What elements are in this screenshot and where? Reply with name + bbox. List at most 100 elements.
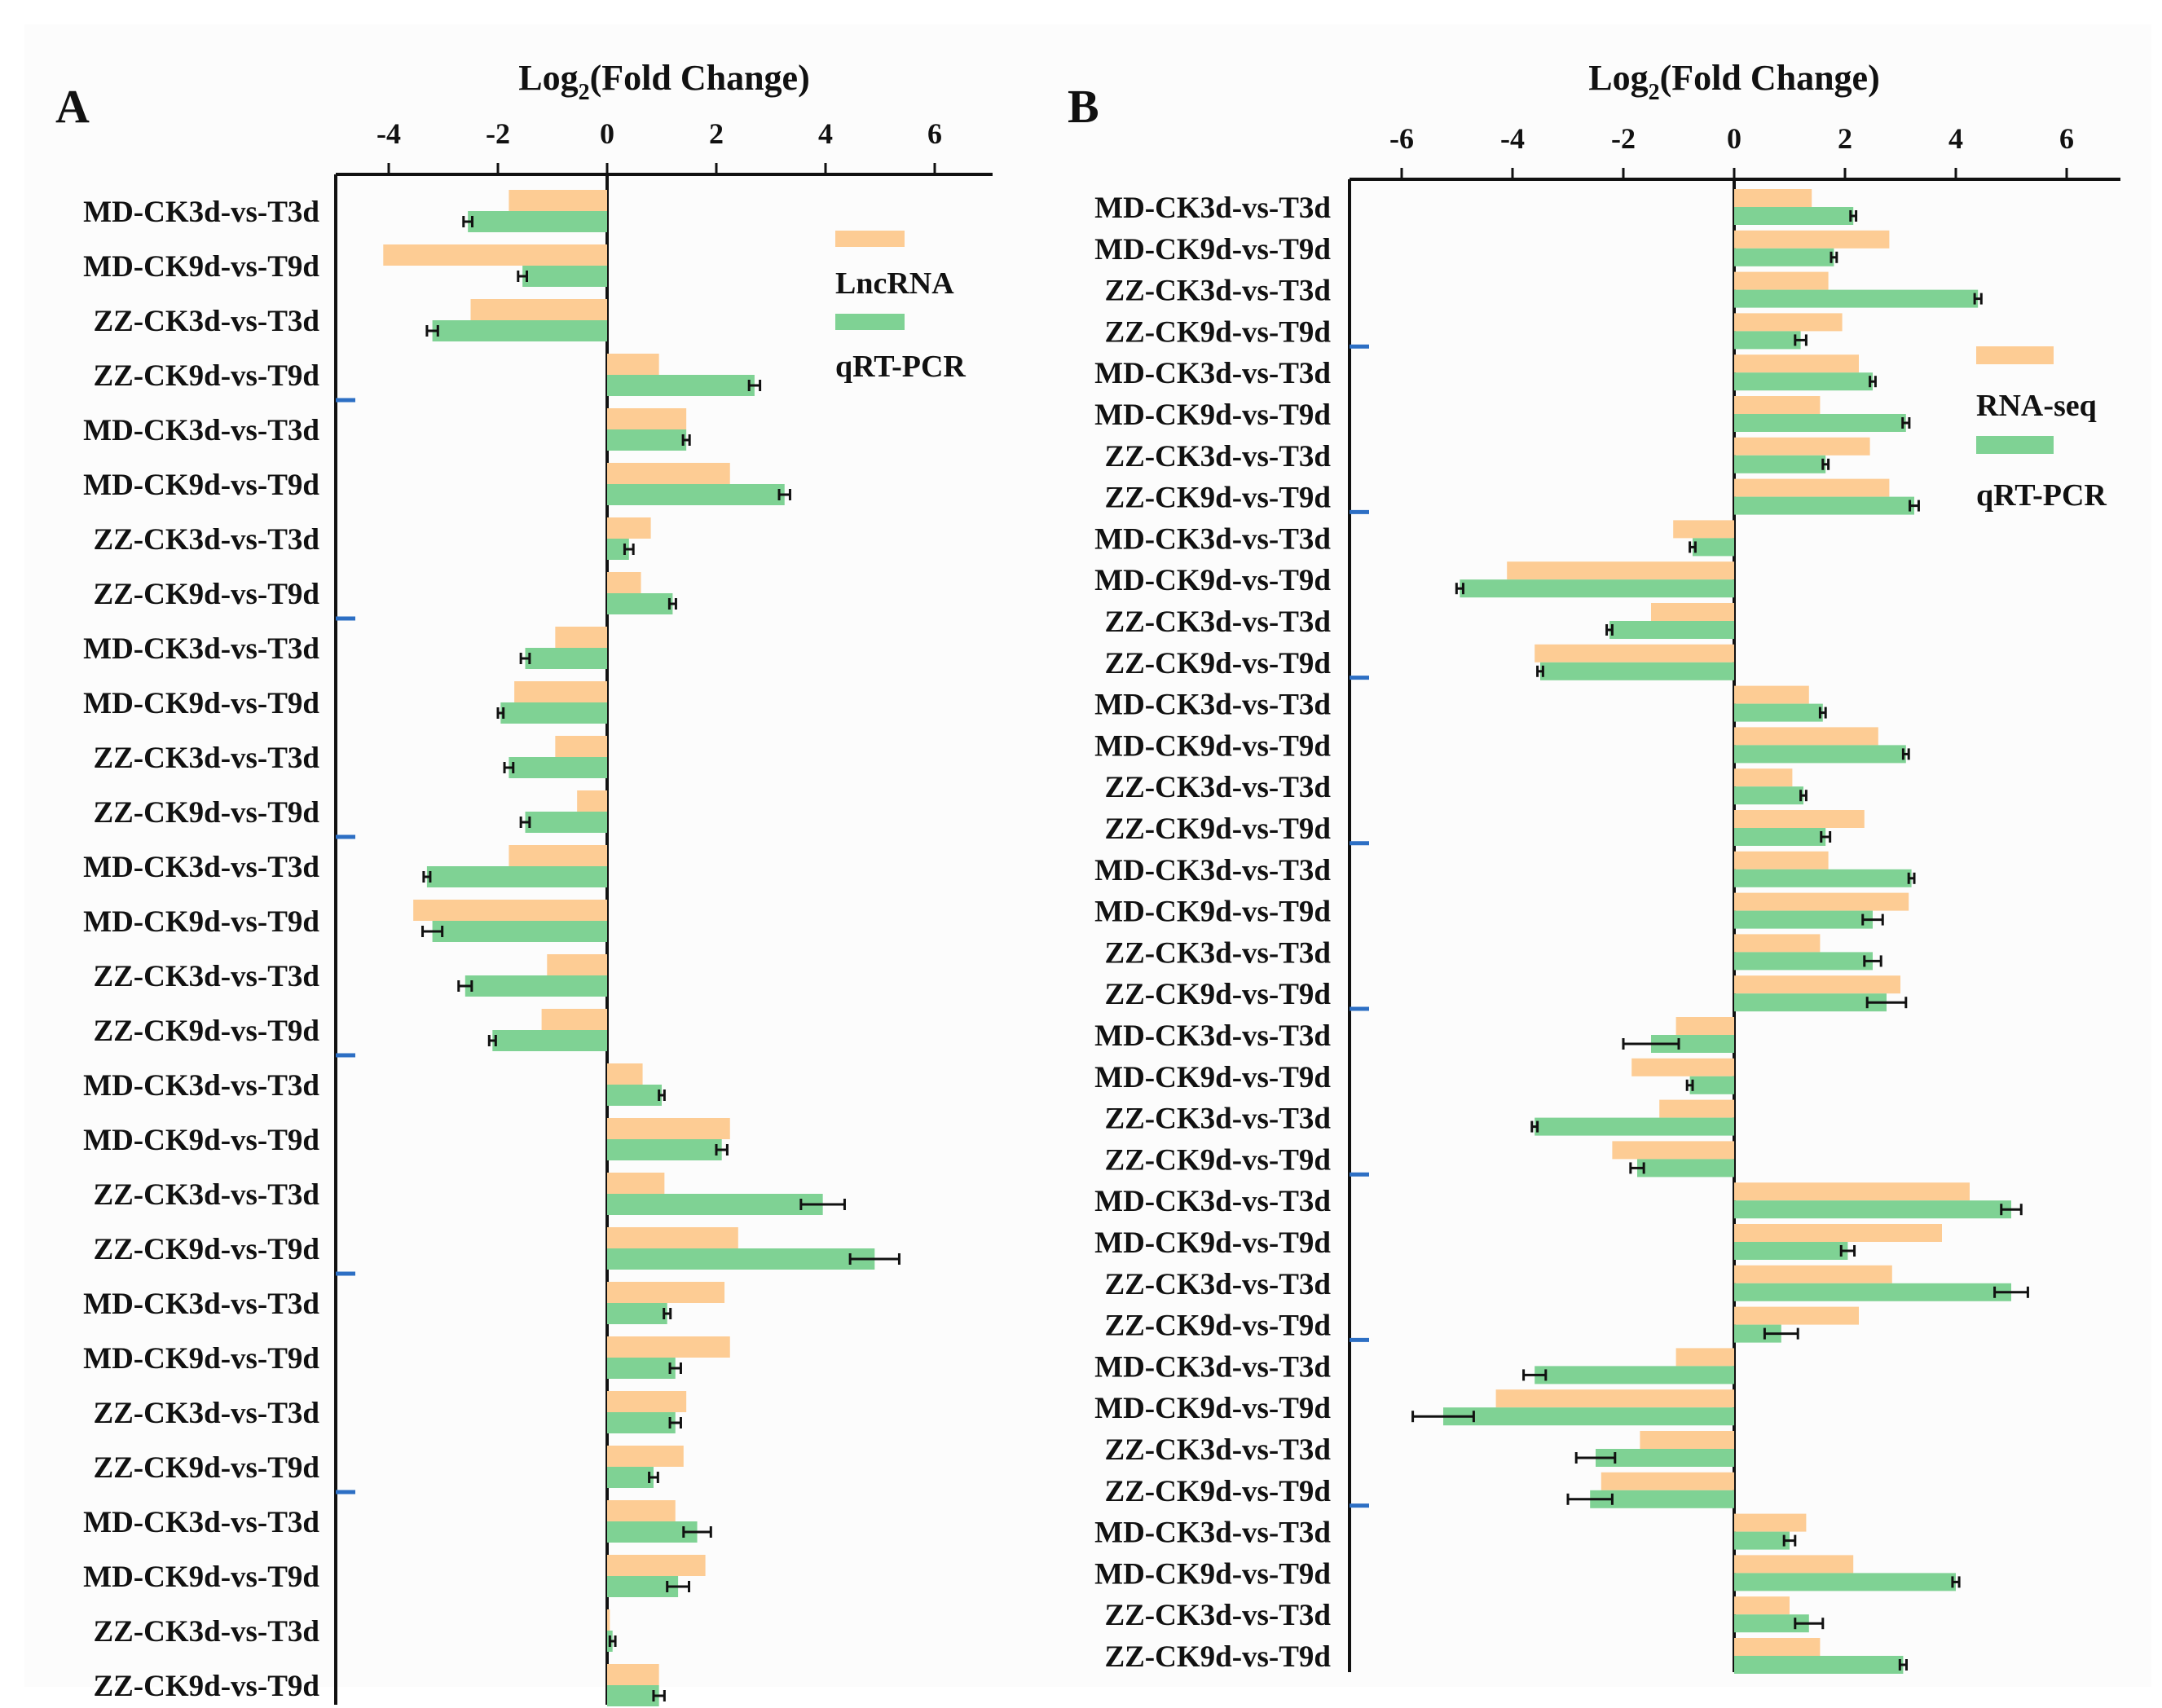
bar-rna-seq: [1734, 396, 1821, 414]
bar-qrt-pcr: [1734, 1573, 1956, 1591]
bar-lncrna: [577, 790, 607, 812]
bar-rna-seq: [1734, 437, 1870, 456]
category-label: MD-CK3d-vs-T3d: [1094, 357, 1331, 390]
bar-qrt-pcr: [607, 484, 785, 505]
category-label: MD-CK3d-vs-T3d: [83, 851, 319, 884]
bar-qrt-pcr: [607, 1194, 823, 1215]
bar-qrt-pcr: [1734, 910, 1873, 929]
bar-lncrna: [413, 900, 607, 921]
category-label: ZZ-CK3d-vs-T3d: [1104, 1433, 1331, 1467]
bar-qrt-pcr: [525, 812, 607, 833]
bar-lncrna: [541, 1009, 607, 1030]
bar-qrt-pcr: [509, 757, 607, 778]
bar-rna-seq: [1675, 1017, 1734, 1035]
category-label: MD-CK9d-vs-T9d: [1094, 729, 1331, 763]
bar-qrt-pcr: [1734, 496, 1914, 515]
category-label: ZZ-CK9d-vs-T9d: [1104, 812, 1331, 846]
bar-rna-seq: [1734, 313, 1843, 332]
category-label: MD-CK9d-vs-T9d: [1094, 1061, 1331, 1094]
bar-rna-seq: [1651, 603, 1734, 621]
bar-rna-seq: [1734, 189, 1812, 207]
bar-qrt-pcr: [607, 1248, 875, 1270]
bar-lncrna: [470, 299, 607, 320]
category-label: ZZ-CK9d-vs-T9d: [1104, 315, 1331, 349]
category-label: ZZ-CK9d-vs-T9d: [93, 359, 319, 393]
legend: LncRNA qRT-PCR: [835, 231, 966, 384]
bar-qrt-pcr: [1734, 952, 1873, 971]
category-label: MD-CK3d-vs-T3d: [1094, 191, 1331, 225]
bar-lncrna: [555, 736, 607, 757]
bar-qrt-pcr: [1734, 1283, 2011, 1301]
bar-qrt-pcr: [607, 429, 687, 451]
bar-lncrna: [607, 1446, 684, 1467]
category-label: MD-CK3d-vs-T3d: [83, 1506, 319, 1539]
bar-qrt-pcr: [1734, 786, 1803, 805]
x-tick-label: -4: [1500, 122, 1525, 155]
bar-lncrna: [607, 1063, 643, 1085]
x-tick-label: 0: [600, 117, 614, 150]
category-label: MD-CK3d-vs-T3d: [1094, 689, 1331, 722]
chart-title: Log2(Fold Change): [518, 58, 809, 105]
bar-qrt-pcr: [1535, 1117, 1734, 1136]
bar-qrt-pcr: [1637, 1159, 1734, 1178]
bar-qrt-pcr: [1651, 1035, 1734, 1053]
bar-rna-seq: [1734, 1182, 1970, 1201]
bar-qrt-pcr: [607, 1139, 722, 1160]
bar-rna-seq: [1734, 478, 1890, 497]
category-label: ZZ-CK3d-vs-T3d: [93, 1178, 319, 1212]
category-label: MD-CK9d-vs-T9d: [83, 905, 319, 939]
category-label: MD-CK3d-vs-T3d: [1094, 1019, 1331, 1053]
legend-swatch-qrtpcr: [1976, 436, 2054, 454]
category-label: MD-CK3d-vs-T3d: [83, 632, 319, 666]
bar-qrt-pcr: [607, 1467, 654, 1488]
category-label: MD-CK9d-vs-T9d: [1094, 1392, 1331, 1425]
bar-qrt-pcr: [1734, 703, 1823, 722]
category-label: ZZ-CK3d-vs-T3d: [93, 742, 319, 775]
bar-qrt-pcr: [1590, 1490, 1734, 1508]
bar-rna-seq: [1734, 230, 1890, 249]
bar-qrt-pcr: [1734, 869, 1912, 887]
category-label: MD-CK9d-vs-T9d: [1094, 233, 1331, 266]
category-label: ZZ-CK3d-vs-T3d: [1104, 771, 1331, 804]
bar-lncrna: [607, 572, 641, 593]
bar-qrt-pcr: [1734, 289, 1979, 308]
bar-lncrna: [607, 1282, 725, 1303]
bar-lncrna: [607, 354, 659, 375]
bar-qrt-pcr: [522, 266, 607, 287]
bar-rna-seq: [1495, 1389, 1734, 1408]
category-label: ZZ-CK9d-vs-T9d: [93, 796, 319, 830]
bar-qrt-pcr: [1693, 538, 1734, 557]
bar-lncrna: [607, 1500, 676, 1521]
category-label: ZZ-CK9d-vs-T9d: [93, 1015, 319, 1048]
bar-lncrna: [607, 408, 687, 429]
category-label: MD-CK9d-vs-T9d: [1094, 1557, 1331, 1591]
bar-rna-seq: [1734, 810, 1865, 828]
bar-qrt-pcr: [1443, 1407, 1734, 1426]
bar-lncrna: [607, 1227, 738, 1248]
bar-qrt-pcr: [607, 1358, 676, 1379]
bar-qrt-pcr: [1734, 1614, 1809, 1633]
category-label: MD-CK9d-vs-T9d: [83, 687, 319, 720]
bar-rna-seq: [1734, 892, 1909, 911]
bar-rna-seq: [1640, 1431, 1734, 1449]
category-label: MD-CK3d-vs-T3d: [83, 414, 319, 447]
bar-rna-seq: [1734, 1596, 1790, 1615]
category-label: MD-CK3d-vs-T3d: [83, 196, 319, 229]
legend-label-qrtpcr: qRT-PCR: [1976, 478, 2107, 513]
category-label: ZZ-CK9d-vs-T9d: [1104, 1475, 1331, 1508]
bar-lncrna: [607, 1336, 730, 1358]
panel-label: A: [55, 80, 90, 133]
category-label: ZZ-CK3d-vs-T3d: [1104, 440, 1331, 473]
bar-rna-seq: [1734, 768, 1793, 787]
category-label: ZZ-CK3d-vs-T3d: [1104, 275, 1331, 308]
category-label: MD-CK9d-vs-T9d: [1094, 1226, 1331, 1260]
bar-rna-seq: [1507, 561, 1734, 580]
bar-qrt-pcr: [607, 1685, 659, 1706]
category-label: ZZ-CK3d-vs-T3d: [93, 1615, 319, 1649]
category-label: ZZ-CK9d-vs-T9d: [93, 1451, 319, 1485]
category-label: MD-CK9d-vs-T9d: [83, 1561, 319, 1594]
bar-lncrna: [607, 517, 651, 539]
bar-qrt-pcr: [1609, 621, 1734, 639]
bar-qrt-pcr: [607, 375, 755, 396]
